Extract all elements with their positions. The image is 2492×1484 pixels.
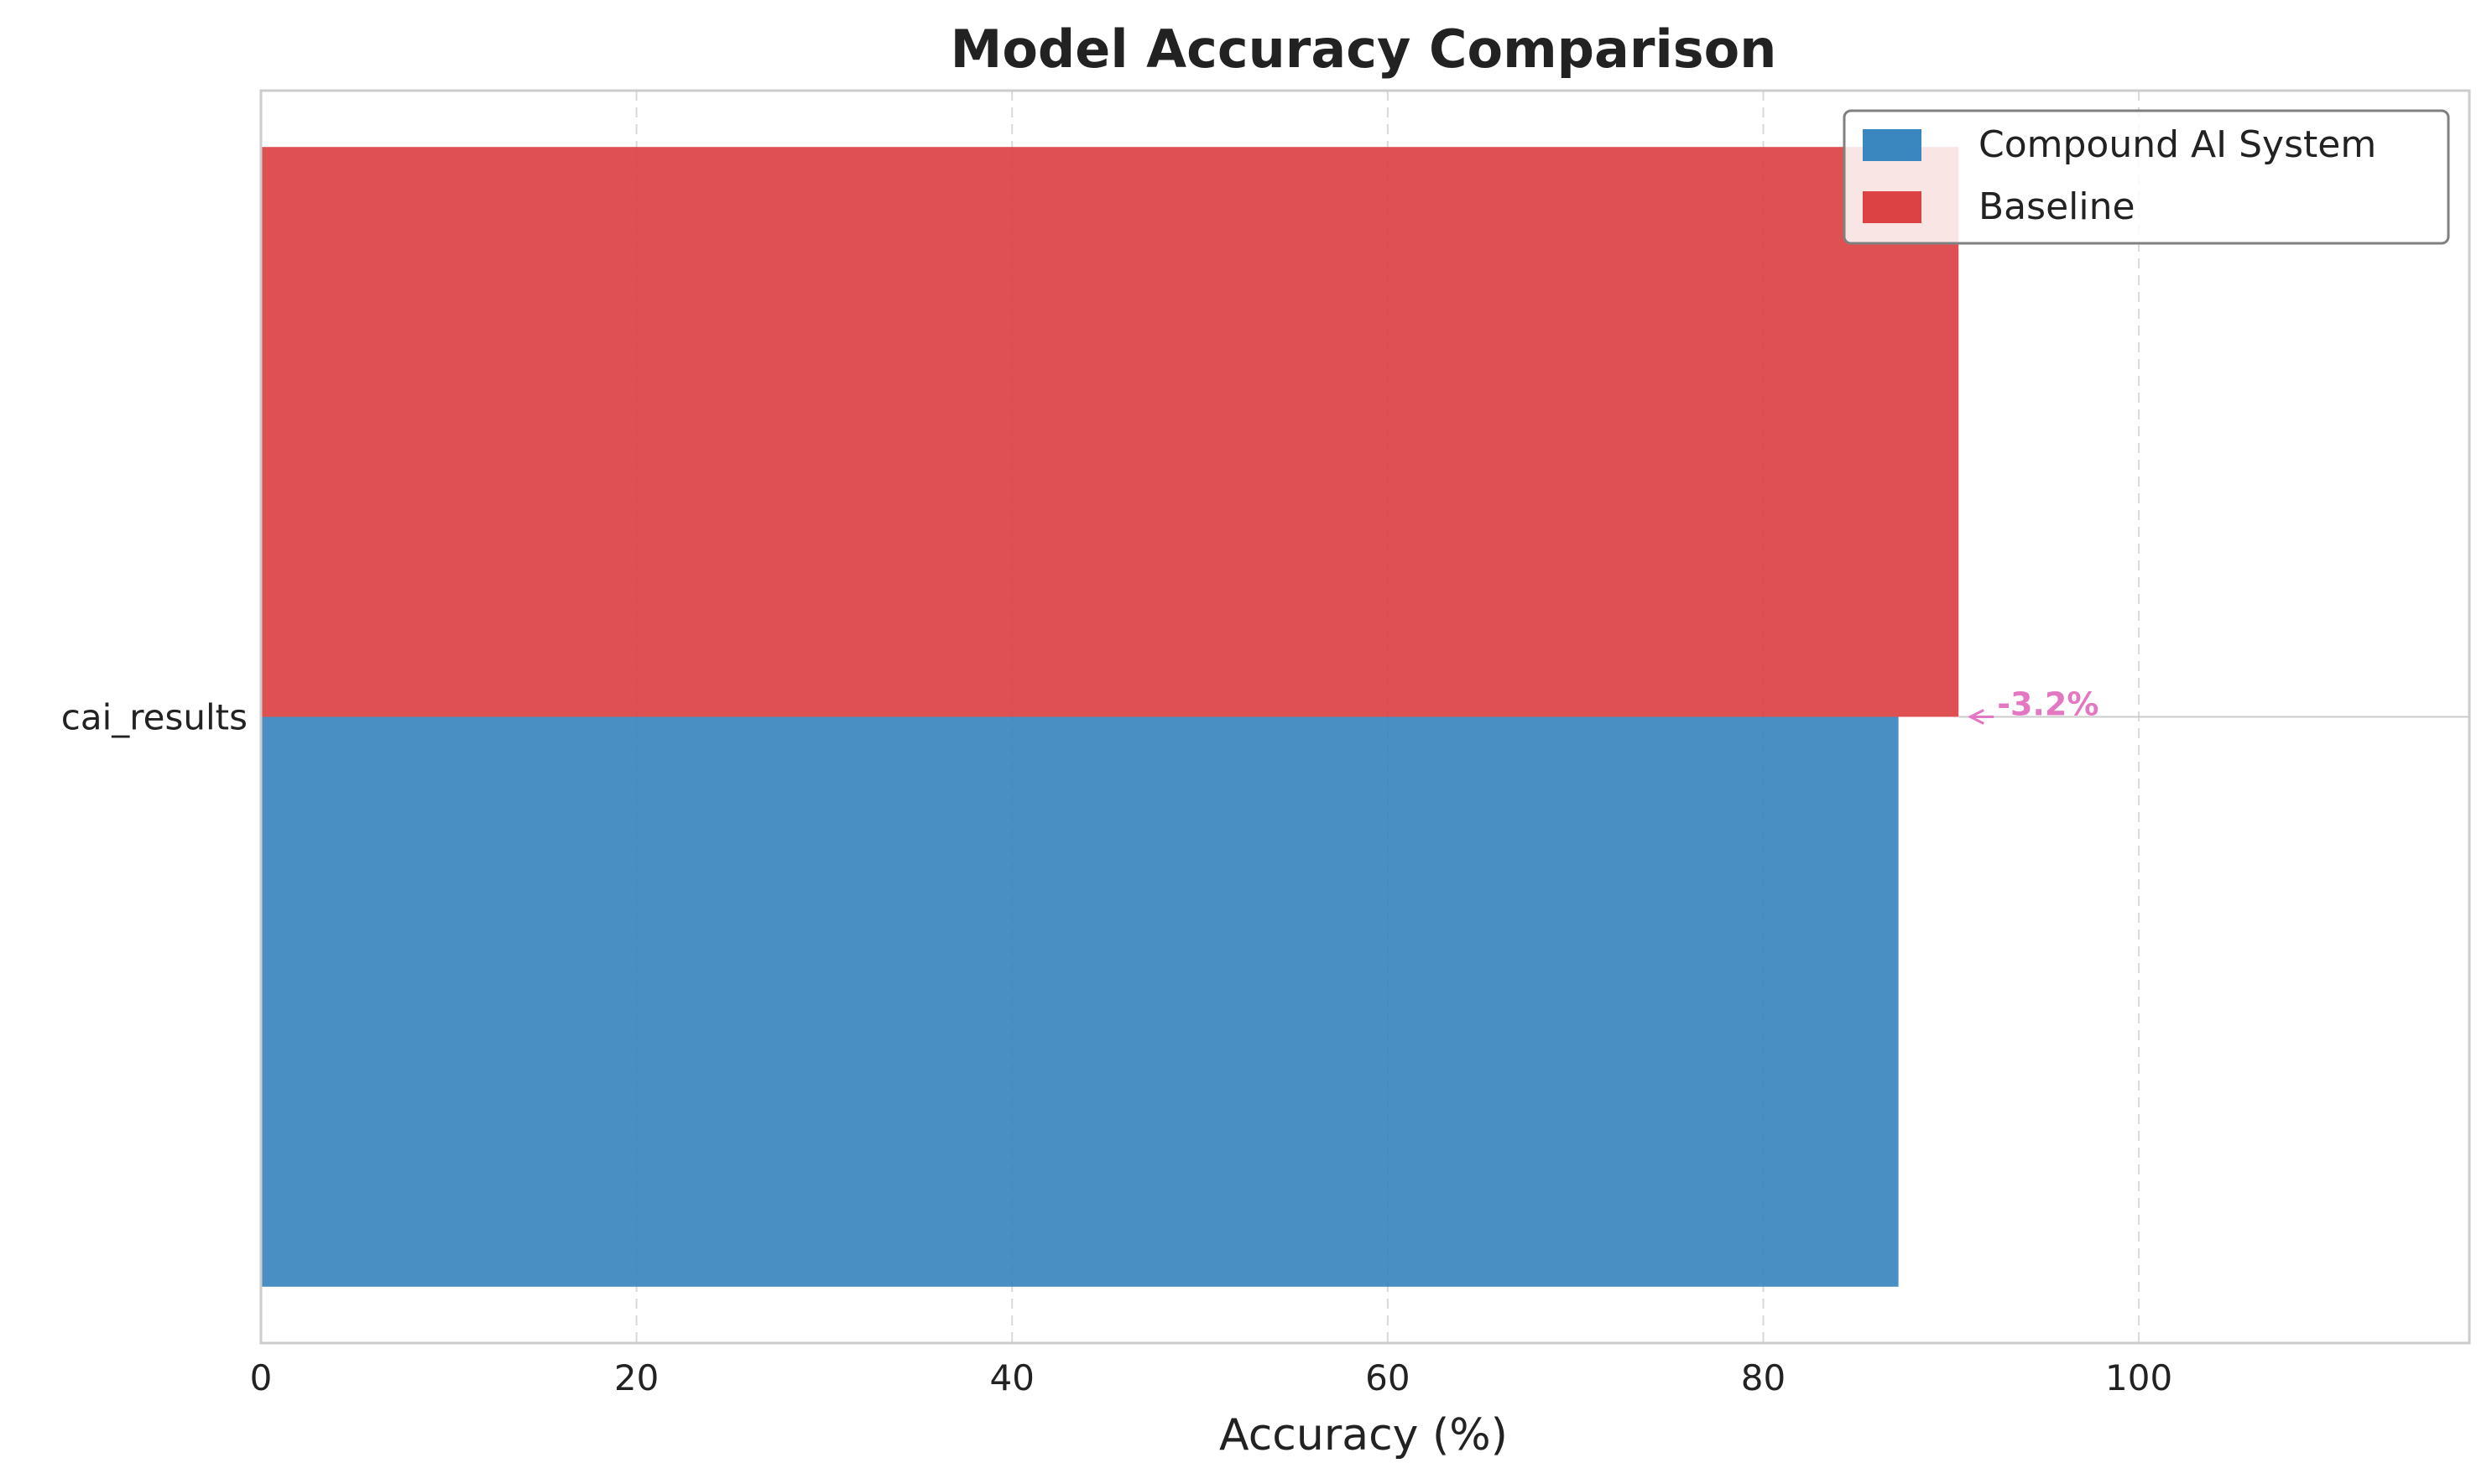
x-axis-label: Accuracy (%) xyxy=(1219,1410,1508,1461)
x-tick-label: 40 xyxy=(990,1357,1035,1398)
y-ticks: cai_results xyxy=(61,697,248,738)
x-tick-label: 60 xyxy=(1365,1357,1410,1398)
legend-entry: Compound AI System xyxy=(1978,123,2376,166)
legend-swatch xyxy=(1863,191,1921,223)
legend-entry: Baseline xyxy=(1978,185,2135,228)
annotation-arrow-head xyxy=(1967,709,1984,725)
plot-frame xyxy=(259,89,2471,1345)
bars xyxy=(261,147,1959,1287)
plot-border xyxy=(259,89,2471,1345)
x-tick-label: 80 xyxy=(1741,1357,1786,1398)
y-tick-label: cai_results xyxy=(61,697,248,738)
annotations: -3.2% xyxy=(1967,686,2098,725)
legend: Compound AI System Baseline xyxy=(1843,109,2450,245)
annotation-label: -3.2% xyxy=(1997,686,2098,723)
chart-title: Model Accuracy Comparison xyxy=(951,18,1777,80)
x-tick-label: 100 xyxy=(2105,1357,2172,1398)
legend-swatch xyxy=(1863,129,1921,161)
bar-compound-ai-system xyxy=(261,716,1899,1287)
x-tick-label: 20 xyxy=(614,1357,659,1398)
legend-box xyxy=(1843,109,2450,245)
bar-baseline xyxy=(261,147,1959,717)
x-ticks: 0 20 40 60 80 100 xyxy=(250,1357,2173,1398)
x-tick-label: 0 xyxy=(250,1357,273,1398)
